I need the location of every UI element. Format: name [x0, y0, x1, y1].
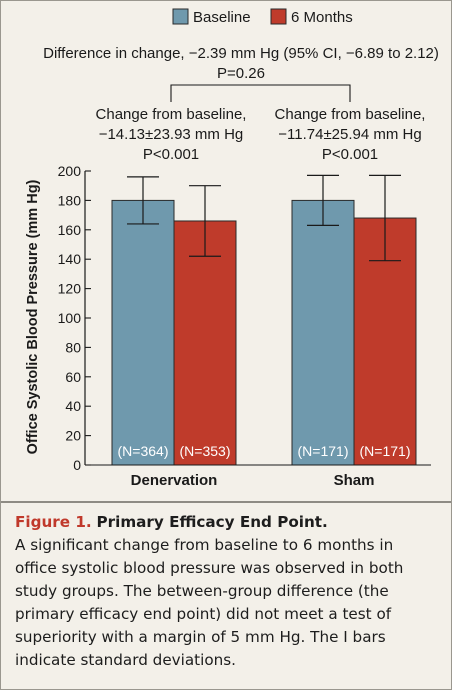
change-annotation-denervation: Change from baseline,	[96, 106, 247, 123]
x-category-label: Sham	[334, 472, 375, 489]
y-tick-label: 0	[73, 457, 81, 473]
difference-p-value: P=0.26	[217, 65, 265, 82]
caption-divider	[1, 501, 451, 503]
x-category-label: Denervation	[131, 472, 218, 489]
bar-6-months	[173, 220, 237, 466]
y-tick-label: 40	[65, 398, 81, 414]
bar-chart: 0 20 40 60 80 100 120 140 160 180 200 Office Systol…	[25, 8, 439, 489]
legend-label: 6 Months	[291, 9, 353, 26]
y-tick-label: 60	[65, 369, 81, 385]
legend-swatch	[270, 8, 287, 25]
y-axis-title: Office Systolic Blood Pressure (mm Hg)	[25, 179, 41, 454]
figure-title: Primary Efficacy End Point.	[96, 513, 328, 531]
y-tick-label: 200	[58, 163, 82, 179]
change-annotation-sham: Change from baseline,	[275, 106, 426, 123]
y-tick-label: 160	[58, 222, 82, 238]
y-tick-label: 180	[58, 192, 82, 208]
change-annotation-sham: −11.74±25.94 mm Hg	[278, 126, 421, 143]
difference-bracket	[170, 84, 351, 102]
y-tick-label: 120	[58, 281, 82, 297]
y-tick-label: 20	[65, 428, 81, 444]
change-annotation-sham: P<0.001	[322, 146, 378, 163]
bar-6-months	[353, 217, 417, 466]
bar-n-label: (N=171)	[360, 443, 411, 459]
bar-n-label: (N=364)	[118, 443, 169, 459]
figure-caption: Figure 1. Primary Efficacy End Point. A …	[15, 511, 439, 672]
chart-panel: 0 20 40 60 80 100 120 140 160 180 200 Office Systol…	[1, 1, 451, 501]
bar-n-label: (N=171)	[298, 443, 349, 459]
caption-body: A significant change from baseline to 6 …	[15, 536, 404, 669]
bar-baseline	[111, 199, 175, 466]
figure-label: Figure 1.	[15, 513, 92, 531]
bar-baseline	[291, 199, 355, 466]
legend-swatch	[172, 8, 189, 25]
change-annotation-denervation: −14.13±23.93 mm Hg	[99, 126, 244, 143]
bar-n-label: (N=353)	[180, 443, 231, 459]
change-annotation-denervation: P<0.001	[143, 146, 199, 163]
legend-label: Baseline	[193, 9, 251, 26]
y-tick-label: 140	[58, 251, 82, 267]
difference-annotation: Difference in change, −2.39 mm Hg (95% C…	[43, 45, 439, 62]
y-tick-label: 80	[65, 339, 81, 355]
y-tick-label: 100	[58, 310, 82, 326]
